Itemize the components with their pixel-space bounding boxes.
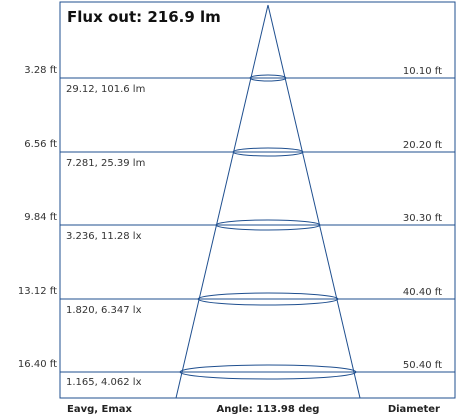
beam-ellipse-4 <box>197 292 339 306</box>
height-label-4: 13.12 ft <box>18 286 57 297</box>
beam-right-edge <box>267 4 361 399</box>
illuminance-label-5: 1.165, 4.062 lx <box>66 377 142 388</box>
illuminance-label-1: 29.12, 101.6 lm <box>66 84 145 95</box>
illuminance-label-2: 7.281, 25.39 lm <box>66 158 145 169</box>
beam-ellipse-3 <box>215 219 321 231</box>
illuminance-label-3: 3.236, 11.28 lx <box>66 231 142 242</box>
diameter-label-5: 50.40 ft <box>403 360 442 371</box>
illuminance-label-4: 1.820, 6.347 lx <box>66 305 142 316</box>
footer-eavg-emax: Eavg, Emax <box>67 404 133 415</box>
diameter-label-2: 20.20 ft <box>403 140 442 151</box>
beam-ellipse-1 <box>249 74 287 82</box>
diagram-frame <box>59 1 456 399</box>
diameter-label-4: 40.40 ft <box>403 287 442 298</box>
diameter-label-1: 10.10 ft <box>403 66 442 77</box>
height-label-3: 9.84 ft <box>24 212 57 223</box>
height-label-1: 3.28 ft <box>24 65 57 76</box>
beam-ellipse-2 <box>232 147 304 157</box>
height-label-5: 16.40 ft <box>18 359 57 370</box>
beam-left-edge <box>175 4 269 399</box>
height-label-2: 6.56 ft <box>24 139 57 150</box>
diameter-label-3: 30.30 ft <box>403 213 442 224</box>
flux-title: Flux out: 216.9 lm <box>67 8 221 26</box>
footer-angle: Angle: 113.98 deg <box>217 404 320 415</box>
footer-diameter: Diameter <box>388 404 440 415</box>
beam-ellipse-5 <box>179 364 357 380</box>
